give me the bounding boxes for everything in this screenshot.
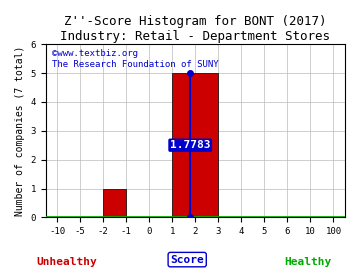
Text: ©www.textbiz.org
The Research Foundation of SUNY: ©www.textbiz.org The Research Foundation… — [51, 49, 218, 69]
Text: Unhealthy: Unhealthy — [36, 257, 97, 267]
Bar — [103, 188, 126, 217]
Text: Healthy: Healthy — [284, 257, 331, 267]
Text: 1.7783: 1.7783 — [170, 140, 211, 150]
Y-axis label: Number of companies (7 total): Number of companies (7 total) — [15, 46, 25, 216]
Text: Score: Score — [170, 255, 204, 265]
Title: Z''-Score Histogram for BONT (2017)
Industry: Retail - Department Stores: Z''-Score Histogram for BONT (2017) Indu… — [60, 15, 330, 43]
Bar — [172, 73, 219, 217]
